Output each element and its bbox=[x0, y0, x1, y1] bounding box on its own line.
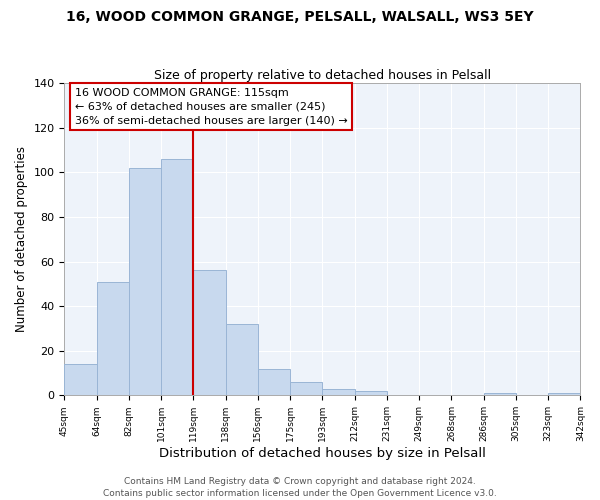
Bar bbox=[548, 393, 580, 396]
Bar bbox=[290, 382, 322, 396]
Bar bbox=[258, 368, 290, 396]
Bar bbox=[129, 168, 161, 396]
Bar bbox=[355, 391, 387, 396]
Bar bbox=[64, 364, 97, 396]
X-axis label: Distribution of detached houses by size in Pelsall: Distribution of detached houses by size … bbox=[159, 447, 486, 460]
Title: Size of property relative to detached houses in Pelsall: Size of property relative to detached ho… bbox=[154, 69, 491, 82]
Y-axis label: Number of detached properties: Number of detached properties bbox=[15, 146, 28, 332]
Bar bbox=[226, 324, 258, 396]
Bar bbox=[161, 159, 193, 396]
Bar bbox=[322, 388, 355, 396]
Bar bbox=[193, 270, 226, 396]
Text: 16 WOOD COMMON GRANGE: 115sqm
← 63% of detached houses are smaller (245)
36% of : 16 WOOD COMMON GRANGE: 115sqm ← 63% of d… bbox=[75, 88, 347, 126]
Text: Contains HM Land Registry data © Crown copyright and database right 2024.
Contai: Contains HM Land Registry data © Crown c… bbox=[103, 476, 497, 498]
Bar bbox=[484, 393, 516, 396]
Text: 16, WOOD COMMON GRANGE, PELSALL, WALSALL, WS3 5EY: 16, WOOD COMMON GRANGE, PELSALL, WALSALL… bbox=[66, 10, 534, 24]
Bar bbox=[97, 282, 129, 396]
